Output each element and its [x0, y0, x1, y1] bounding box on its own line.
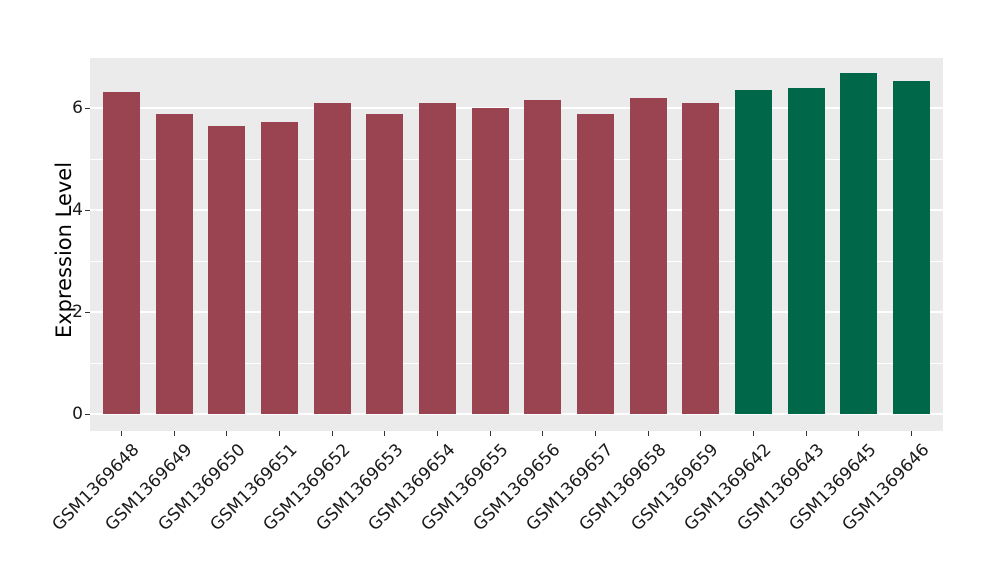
- x-tick: [700, 431, 702, 436]
- bar-gsm1369652: [313, 102, 351, 414]
- gridline-major: [90, 209, 943, 211]
- x-tick: [594, 431, 596, 436]
- bar-gsm1369654: [419, 103, 456, 414]
- x-tick: [437, 431, 439, 436]
- x-tick: [752, 431, 754, 436]
- y-tick: [85, 107, 90, 109]
- x-tick: [489, 431, 491, 436]
- bar-gsm1369655: [471, 108, 509, 414]
- bar-gsm1369650: [208, 126, 246, 414]
- bar-gsm1369657: [577, 113, 614, 414]
- x-tick: [279, 431, 281, 436]
- y-tick-label: 2: [72, 302, 83, 322]
- bar-gsm1369658: [629, 98, 667, 414]
- plot-panel: [90, 56, 943, 431]
- x-tick: [858, 431, 860, 436]
- gridline-minor: [90, 362, 943, 364]
- bar-gsm1369659: [682, 102, 720, 414]
- gridline-major: [90, 311, 943, 313]
- y-tick-label: 6: [72, 98, 83, 118]
- bar-gsm1369643: [787, 87, 825, 414]
- bar-gsm1369646: [892, 81, 930, 414]
- bar-gsm1369651: [261, 121, 298, 414]
- y-tick: [85, 209, 90, 211]
- gridline-minor: [90, 158, 943, 160]
- gridline-minor: [90, 260, 943, 262]
- y-tick: [85, 311, 90, 313]
- gridline-major: [90, 413, 943, 415]
- x-tick: [805, 431, 807, 436]
- bar-gsm1369653: [366, 113, 404, 414]
- x-tick: [384, 431, 386, 436]
- x-tick: [173, 431, 175, 436]
- bar-gsm1369642: [735, 90, 772, 414]
- x-tick: [226, 431, 228, 436]
- y-tick: [85, 413, 90, 415]
- x-tick: [542, 431, 544, 436]
- gridline-minor: [90, 56, 943, 58]
- x-tick: [331, 431, 333, 436]
- y-tick-label: 4: [72, 200, 83, 220]
- bar-gsm1369656: [524, 99, 562, 414]
- bar-gsm1369649: [155, 113, 193, 414]
- x-tick: [910, 431, 912, 436]
- bar-gsm1369645: [840, 73, 878, 414]
- x-tick: [121, 431, 123, 436]
- gridline-major: [90, 107, 943, 109]
- bar-gsm1369648: [103, 92, 140, 414]
- x-tick: [647, 431, 649, 436]
- y-tick-label: 0: [72, 404, 83, 424]
